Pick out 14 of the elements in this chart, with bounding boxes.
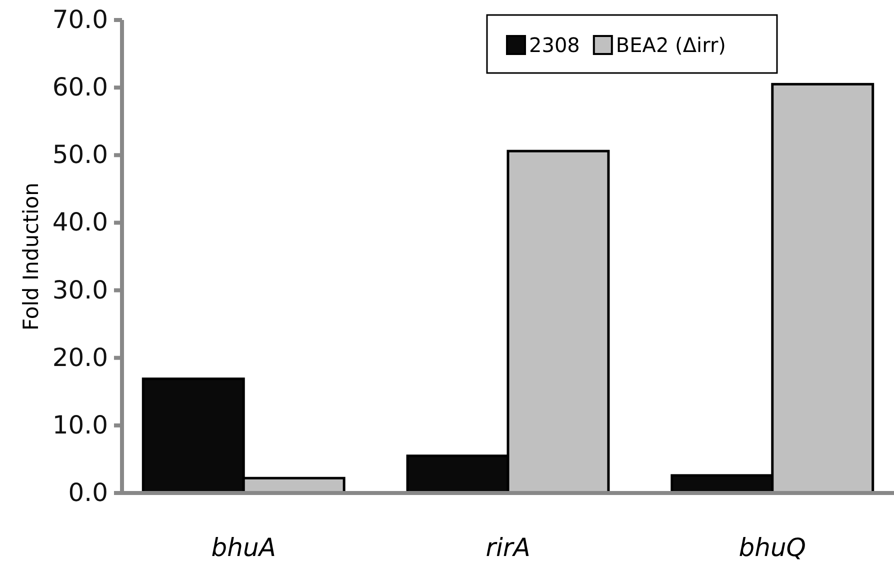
y-axis-title: Fold Induction	[19, 182, 43, 330]
y-tick-label: 70.0	[52, 5, 108, 34]
y-tick-label: 60.0	[52, 72, 108, 102]
x-tick-label: bhuA	[211, 533, 276, 562]
y-tick-label: 10.0	[52, 410, 108, 440]
y-tick-label: 20.0	[52, 342, 108, 372]
x-tick-label: bhuQ	[738, 533, 806, 562]
x-tick-label: rirA	[486, 533, 530, 562]
y-tick-label: 0.0	[68, 478, 108, 507]
y-tick-label: 50.0	[52, 140, 108, 170]
legend-label: BEA2 (Δirr)	[616, 33, 726, 57]
y-tick-label: 40.0	[52, 208, 108, 237]
y-tick-label: 30.0	[52, 275, 108, 304]
legend-label: 2308	[529, 33, 580, 57]
